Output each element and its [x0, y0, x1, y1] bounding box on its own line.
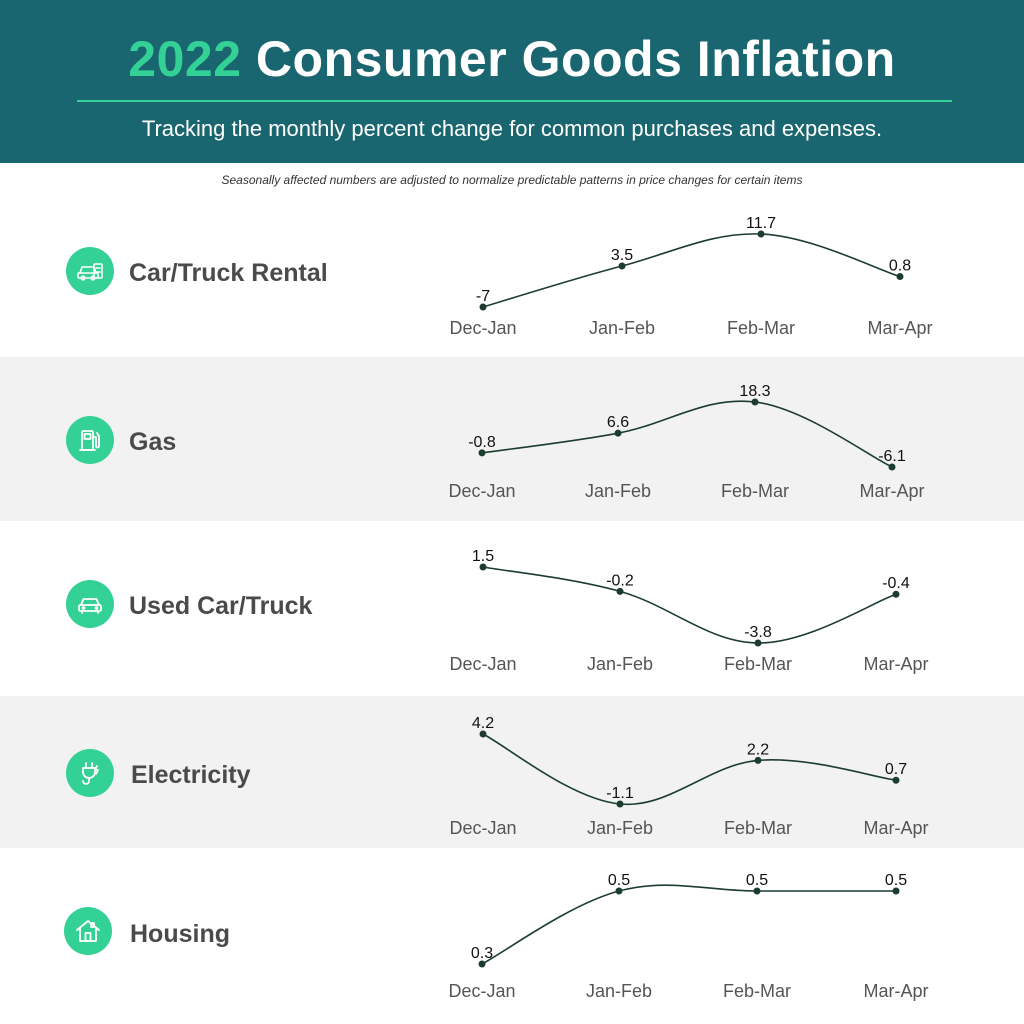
title-text: Consumer Goods Inflation	[255, 31, 896, 87]
gas-pump-icon	[66, 416, 114, 464]
plug-icon	[66, 749, 114, 797]
seasonal-note: Seasonally affected numbers are adjusted…	[221, 173, 803, 187]
label-gas: Gas	[129, 428, 177, 456]
header-banner: 2022 Consumer Goods Inflation Tracking t…	[0, 0, 1024, 163]
label-electricity: Electricity	[131, 761, 251, 789]
page-title: 2022 Consumer Goods Inflation	[0, 30, 1024, 88]
label-used-car-truck: Used Car/Truck	[129, 592, 313, 620]
title-year: 2022	[128, 31, 242, 87]
car-icon	[66, 580, 114, 628]
label-car-truck-rental: Car/Truck Rental	[129, 259, 328, 287]
car-rental-icon	[66, 247, 114, 295]
label-housing: Housing	[130, 920, 230, 948]
title-divider	[77, 100, 952, 102]
page-subtitle: Tracking the monthly percent change for …	[141, 116, 883, 141]
house-icon	[64, 907, 112, 955]
